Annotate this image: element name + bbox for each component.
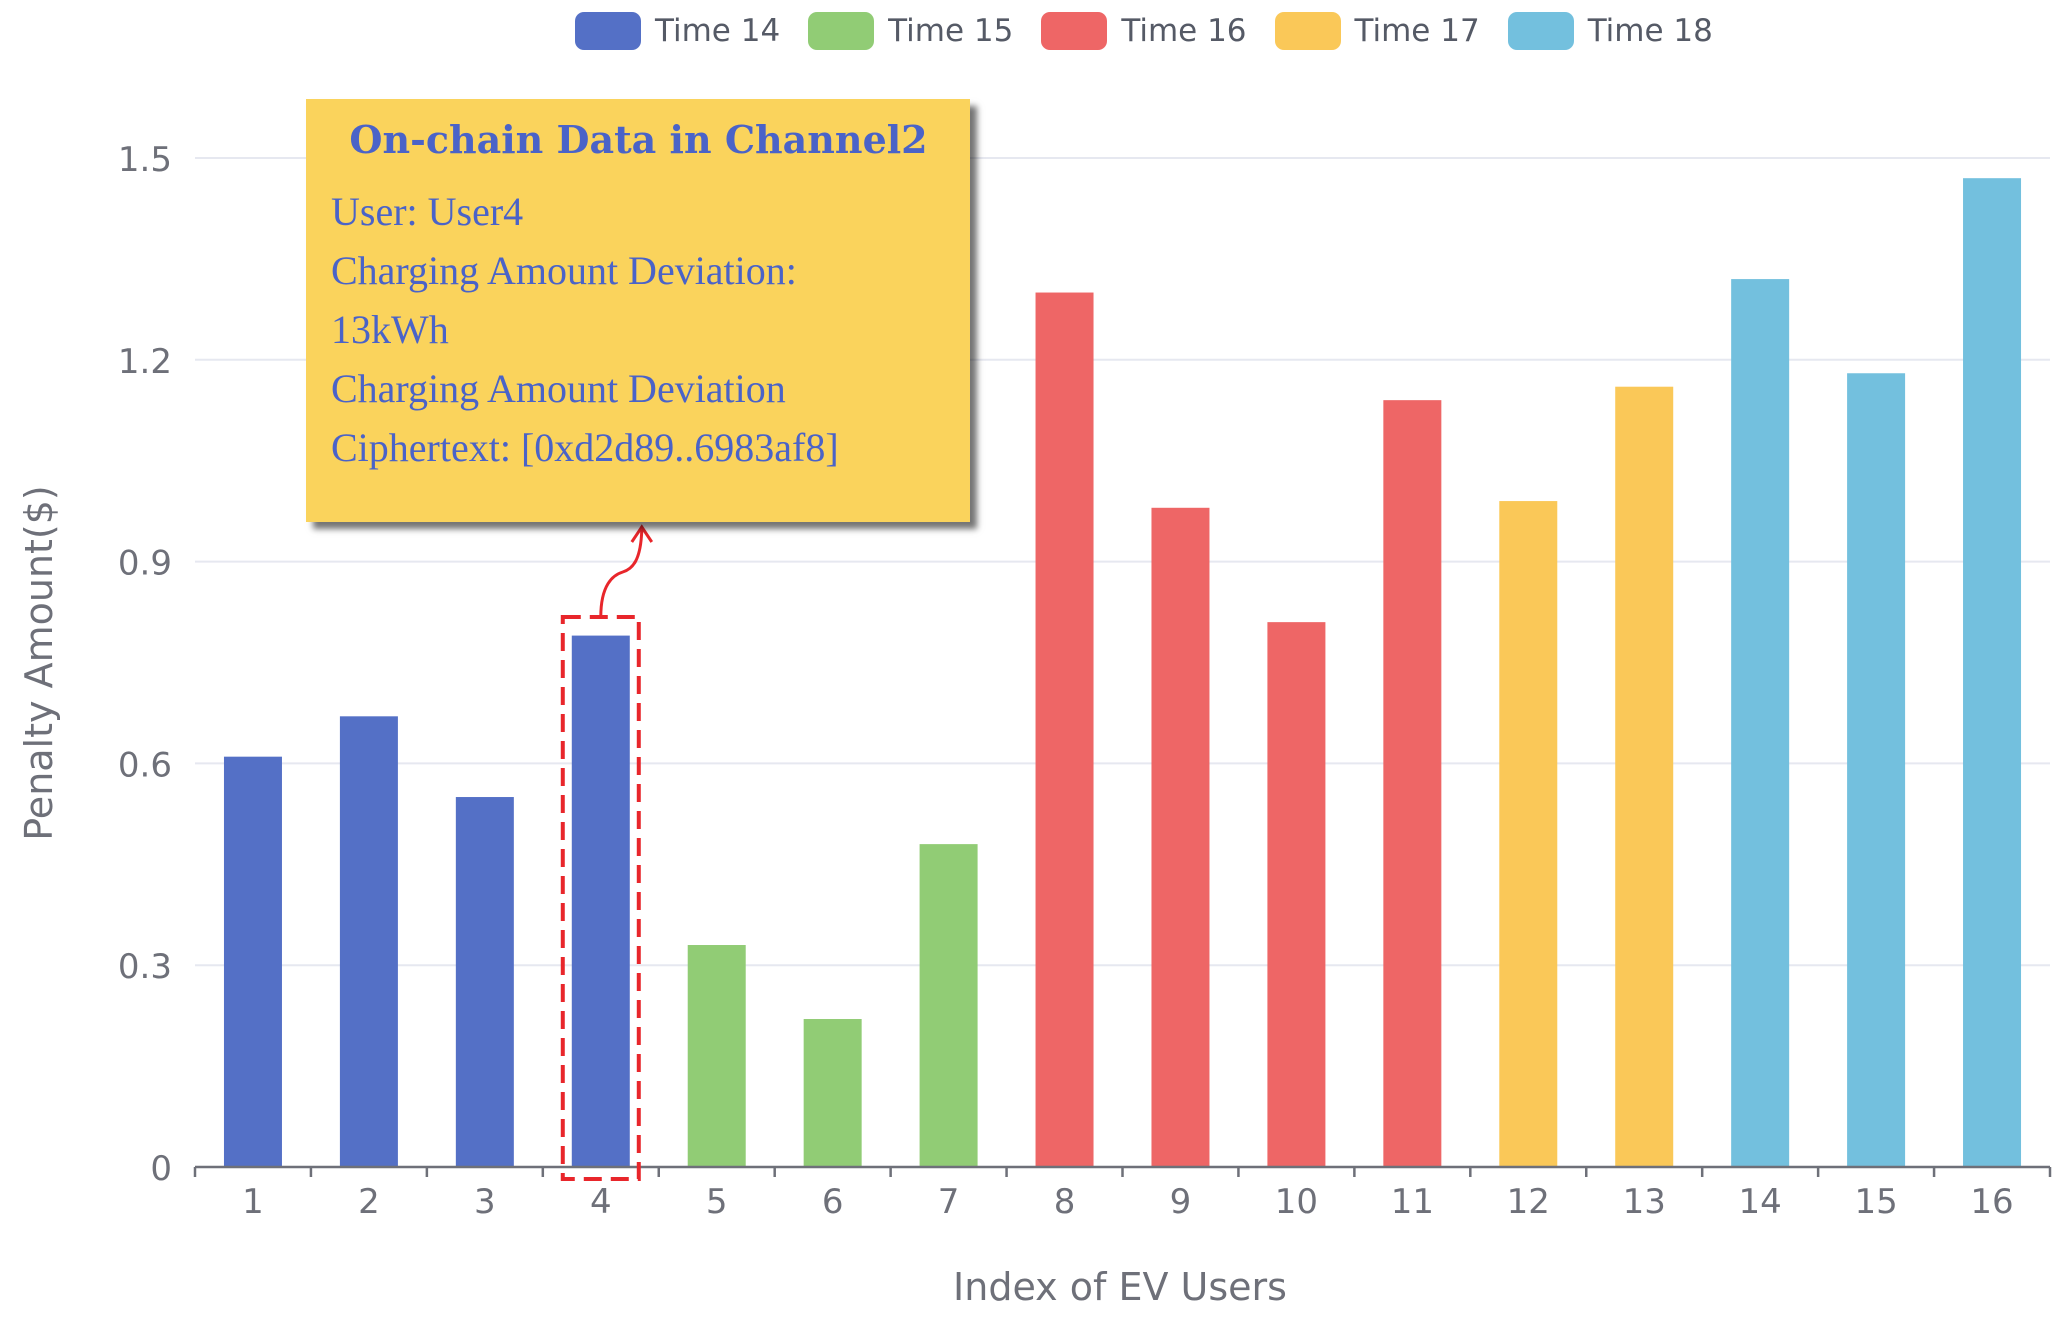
x-tick-label: 12 <box>1507 1182 1550 1222</box>
x-axis-label: Index of EV Users <box>953 1265 1287 1309</box>
tooltip-line-ciphertext-label: Charging Amount Deviation <box>331 366 786 411</box>
legend-item[interactable]: Time 14 <box>575 12 780 50</box>
bar-user-15[interactable] <box>1847 373 1906 1168</box>
legend-swatch <box>1041 12 1108 50</box>
legend-label: Time 15 <box>888 13 1014 49</box>
bar-user-10[interactable] <box>1267 622 1326 1167</box>
tooltip-line-deviation-value: 13kWh <box>331 307 449 352</box>
legend-item[interactable]: Time 16 <box>1041 12 1247 50</box>
x-tick-label: 7 <box>938 1182 960 1222</box>
tooltip-line-deviation-label: Charging Amount Deviation: <box>331 248 797 293</box>
bar-user-13[interactable] <box>1615 386 1674 1167</box>
y-tick-label: 0.3 <box>118 947 172 987</box>
bar-user-11[interactable] <box>1383 400 1442 1167</box>
y-axis-label: Penalty Amount($) <box>17 485 61 841</box>
bar-user-1[interactable] <box>223 756 282 1167</box>
tooltip-line-user: User: User4 <box>331 189 524 234</box>
legend-swatch <box>575 12 641 50</box>
legend-label: Time 18 <box>1587 13 1713 49</box>
bar-user-5[interactable] <box>687 945 746 1167</box>
y-axis-ticks: 0 0.3 0.6 0.9 1.2 1.5 <box>118 140 172 1189</box>
x-tick-label: 2 <box>358 1182 380 1222</box>
legend: Time 14 Time 15 Time 16 Time 17 Time 18 <box>575 12 1741 50</box>
bar-user-6[interactable] <box>803 1019 862 1167</box>
bar-user-12[interactable] <box>1499 501 1558 1167</box>
x-tick-label: 9 <box>1170 1182 1192 1222</box>
x-tick-label: 4 <box>590 1182 612 1222</box>
x-axis: 1 2 3 4 5 6 7 8 9 10 11 12 13 14 15 16 <box>193 1165 2052 1222</box>
y-tick-label: 0.9 <box>118 544 172 584</box>
tooltip-line-ciphertext-value: Ciphertext: [0xd2d89..6983af8] <box>331 425 839 470</box>
x-tick-label: 5 <box>706 1182 728 1222</box>
x-tick-label: 10 <box>1275 1182 1318 1222</box>
bar-user-7[interactable] <box>919 844 978 1167</box>
legend-label: Time 14 <box>655 13 781 49</box>
legend-swatch <box>1507 12 1574 50</box>
x-tick-label: 11 <box>1391 1182 1434 1222</box>
legend-item[interactable]: Time 15 <box>808 12 1013 50</box>
x-tick-label: 8 <box>1054 1182 1076 1222</box>
bar-user-9[interactable] <box>1151 507 1210 1168</box>
y-tick-label: 0.6 <box>118 745 172 785</box>
legend-item[interactable]: Time 18 <box>1507 12 1713 50</box>
legend-item[interactable]: Time 17 <box>1274 12 1480 50</box>
bar-user-4[interactable] <box>571 635 630 1167</box>
bar-user-16[interactable] <box>1963 178 2022 1167</box>
legend-swatch <box>1274 12 1341 50</box>
tooltip-title: On-chain Data in Channel2 <box>349 117 928 162</box>
on-chain-data-tooltip: On-chain Data in Channel2 User: User4 Ch… <box>306 99 970 522</box>
bar-user-14[interactable] <box>1731 279 1790 1168</box>
legend-label: Time 17 <box>1354 13 1480 49</box>
legend-label: Time 16 <box>1121 13 1247 49</box>
bar-user-8[interactable] <box>1035 292 1094 1167</box>
y-tick-label: 1.2 <box>118 342 172 382</box>
legend-swatch <box>808 12 875 50</box>
x-tick-label: 3 <box>474 1182 496 1222</box>
x-tick-label: 16 <box>1970 1182 2013 1222</box>
x-tick-label: 13 <box>1623 1182 1666 1222</box>
highlight-arrow <box>599 529 644 618</box>
y-tick-label: 1.5 <box>118 140 172 180</box>
x-tick-label: 15 <box>1854 1182 1897 1222</box>
arrow-head-icon <box>630 524 654 543</box>
highlight-box <box>560 524 654 1181</box>
bars <box>223 178 2022 1168</box>
x-tick-label: 6 <box>822 1182 844 1222</box>
bar-user-3[interactable] <box>455 797 514 1167</box>
bar-user-2[interactable] <box>339 716 398 1167</box>
x-tick-label: 14 <box>1739 1182 1782 1222</box>
x-tick-label: 1 <box>242 1182 264 1222</box>
y-tick-label: 0 <box>150 1149 172 1189</box>
